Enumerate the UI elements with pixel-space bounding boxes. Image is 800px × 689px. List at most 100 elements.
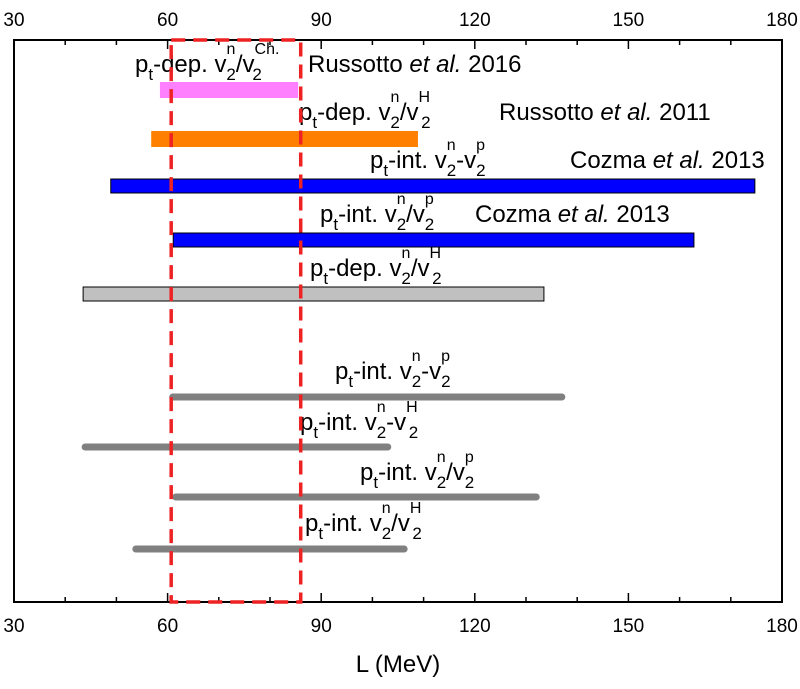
label-part: t <box>373 473 378 492</box>
label-part: t <box>333 215 338 234</box>
label-part: 2 <box>437 473 446 492</box>
label-part: t <box>318 524 323 543</box>
series-label: pt-int. vn 2-vH 2 <box>300 399 418 442</box>
label-part: -int. v <box>353 358 412 385</box>
label-part: H <box>419 89 431 106</box>
x-tick-label-bottom: 90 <box>311 616 332 637</box>
label-part: n <box>390 89 399 106</box>
label-part: n <box>382 500 391 517</box>
label-part: -int. v <box>388 147 447 174</box>
label-part: 2 <box>409 423 418 442</box>
label-part: 2 <box>252 65 261 84</box>
label-part: 2 <box>465 473 474 492</box>
reference-part: Cozma <box>570 147 653 174</box>
label-part: n <box>397 191 406 208</box>
label-part: -v <box>421 358 441 385</box>
label-part: p <box>425 191 434 208</box>
reference-part: 2013 <box>705 147 765 174</box>
series-reference: Cozma et al. 2013 <box>475 201 670 228</box>
label-part: n <box>412 348 421 365</box>
x-tick-label-bottom: 150 <box>613 616 645 637</box>
plot-frame <box>13 39 783 603</box>
range-bar <box>159 82 299 98</box>
series-reference: Russotto et al. 2016 <box>308 51 521 78</box>
series-reference: Cozma et al. 2013 <box>570 147 765 174</box>
label-part: p <box>135 51 148 78</box>
label-part: 2 <box>397 215 406 234</box>
label-part: 2 <box>226 65 235 84</box>
series-label: pt-int. vn 2-vp 2 <box>335 348 451 391</box>
x-tick-label-bottom: 180 <box>766 616 798 637</box>
x-axis-label: L (MeV) <box>356 651 440 678</box>
reference-part: et al. <box>409 51 461 78</box>
label-part: -int. v <box>323 510 382 537</box>
label-part: n <box>377 399 386 416</box>
highlight-region <box>169 38 303 604</box>
label-part: n <box>226 41 235 58</box>
label-part: H <box>406 399 418 416</box>
reference-part: Russotto <box>308 51 409 78</box>
label-part: p <box>476 137 485 154</box>
label-part: /v <box>411 255 430 282</box>
label-part: /v <box>400 99 419 126</box>
label-part: 2 <box>421 113 430 132</box>
label-part: H <box>410 500 422 517</box>
reference-part: et al. <box>558 201 610 228</box>
series-label: pt-int. vn 2/vp 2 <box>360 449 474 492</box>
label-part: n <box>437 449 446 466</box>
reference-part: Cozma <box>475 201 558 228</box>
label-part: -dep. v <box>328 255 401 282</box>
series-reference: Russotto et al. 2011 <box>499 99 711 126</box>
label-part: t <box>313 423 318 442</box>
x-tick-label-top: 120 <box>459 10 491 31</box>
reference-part: et al. <box>600 99 652 126</box>
label-part: 2 <box>390 113 399 132</box>
label-part: -v <box>456 147 476 174</box>
label-part: t <box>383 161 388 180</box>
label-part: p <box>320 201 333 228</box>
x-tick-label-top: 30 <box>3 10 24 31</box>
reference-part: 2013 <box>610 201 670 228</box>
label-part: t <box>312 113 317 132</box>
label-part: n <box>447 137 456 154</box>
label-part: 2 <box>425 215 434 234</box>
range-bar <box>110 178 756 194</box>
label-part: p <box>310 255 323 282</box>
x-tick-label-bottom: 60 <box>157 616 178 637</box>
range-bar <box>82 286 545 302</box>
series-label: pt-int. vn 2/vp 2 <box>320 191 434 234</box>
x-tick-label-bottom: 30 <box>3 616 24 637</box>
label-part: 2 <box>441 372 450 391</box>
label-part: t <box>323 269 328 288</box>
label-part: p <box>305 510 318 537</box>
series-label: pt-dep. vn 2/vCh. 2 <box>135 41 279 84</box>
label-part: 2 <box>412 372 421 391</box>
reference-part: et al. <box>653 147 705 174</box>
label-part: -dep. v <box>153 51 226 78</box>
series-label: pt-int. vn 2/vH 2 <box>305 500 422 543</box>
range-bar <box>151 131 418 147</box>
label-part: H <box>430 245 442 262</box>
reference-part: 2011 <box>652 99 710 126</box>
label-part: -dep. v <box>317 99 390 126</box>
label-part: /v <box>446 459 465 486</box>
series-label: pt-int. vn 2-vp 2 <box>370 137 486 180</box>
label-part: 2 <box>432 269 441 288</box>
label-part: -int. v <box>318 409 377 436</box>
label-part: p <box>335 358 348 385</box>
label-part: p <box>441 348 450 365</box>
label-part: 2 <box>447 161 456 180</box>
label-part: 2 <box>412 524 421 543</box>
label-part: 2 <box>382 524 391 543</box>
range-bar <box>172 232 695 248</box>
x-tick-label-top: 150 <box>613 10 645 31</box>
label-part: /v <box>406 201 425 228</box>
label-part: t <box>348 372 353 391</box>
label-part: n <box>401 245 410 262</box>
label-part: 2 <box>377 423 386 442</box>
label-part: -int. v <box>378 459 437 486</box>
reference-part: Russotto <box>499 99 600 126</box>
series-label: pt-dep. vn 2/vH 2 <box>310 245 442 288</box>
